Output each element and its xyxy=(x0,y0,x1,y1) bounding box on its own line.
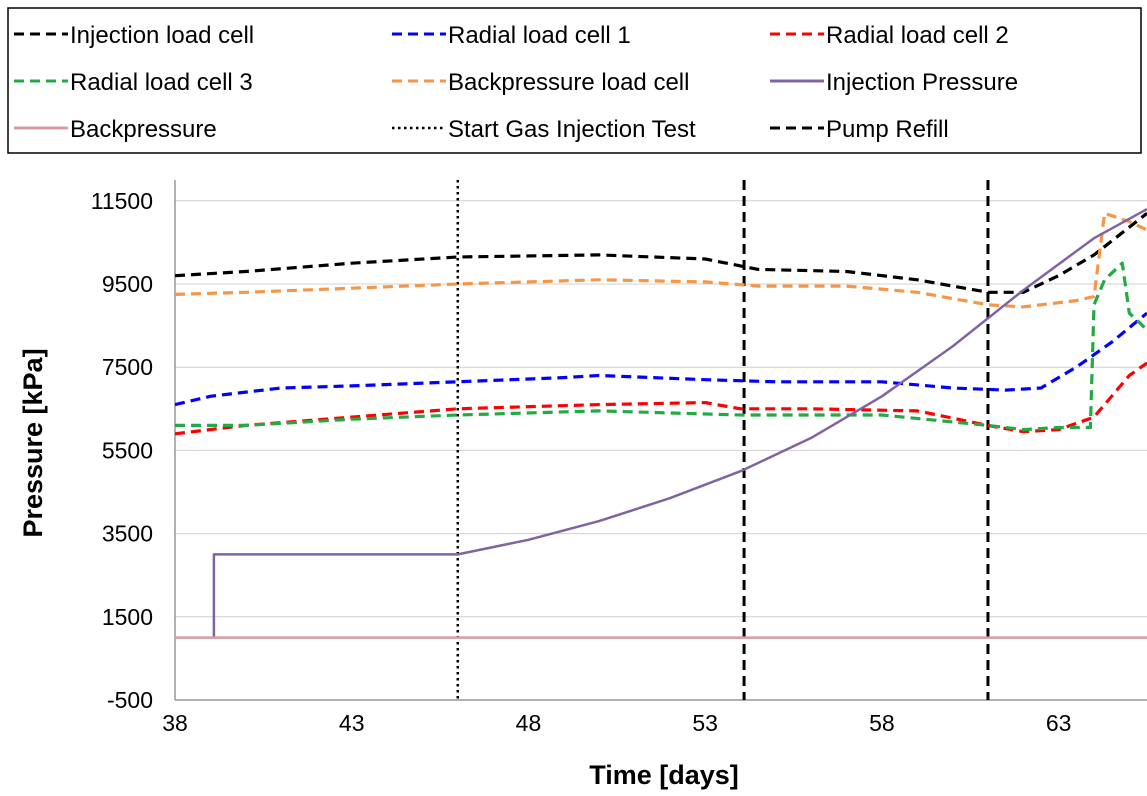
series xyxy=(175,208,1147,639)
series-radial-load-cell-1 xyxy=(175,311,1147,407)
axes xyxy=(174,180,1147,701)
y-tick-label: 9500 xyxy=(102,271,153,297)
x-tick-label: 53 xyxy=(692,710,718,736)
series-injection-pressure xyxy=(212,208,1147,638)
y-tick-label: -500 xyxy=(107,687,153,713)
y-axis-title: Pressure [kPa] xyxy=(18,348,48,537)
series-backpressure-load-cell xyxy=(175,211,1147,309)
y-tick-label: 7500 xyxy=(102,354,153,380)
legend-label: Backpressure load cell xyxy=(448,69,689,96)
series-injection-load-cell xyxy=(175,212,1147,294)
legend-label: Radial load cell 2 xyxy=(826,22,1009,49)
x-tick-label: 38 xyxy=(162,710,188,736)
series-radial-load-cell-2 xyxy=(175,361,1147,436)
gridlines xyxy=(175,200,1147,701)
legend-label: Injection Pressure xyxy=(826,69,1018,96)
series-radial-load-cell-3 xyxy=(175,261,1147,432)
legend-label: Radial load cell 3 xyxy=(70,69,253,96)
y-tick-label: 3500 xyxy=(102,521,153,547)
vertical-markers xyxy=(456,180,990,700)
legend-label: Pump Refill xyxy=(826,116,949,143)
legend-label: Backpressure xyxy=(70,116,217,143)
legend-label: Radial load cell 1 xyxy=(448,22,631,49)
legend-label: Start Gas Injection Test xyxy=(448,116,696,143)
legend-label: Injection load cell xyxy=(70,22,254,49)
x-axis-title: Time [days] xyxy=(589,760,739,790)
x-tick-label: 58 xyxy=(869,710,895,736)
legend: Injection load cell Radial load cell 1 Rad… xyxy=(14,22,1018,143)
x-tick-label: 63 xyxy=(1046,710,1072,736)
x-tick-label: 48 xyxy=(516,710,542,736)
y-tick-label: 1500 xyxy=(102,604,153,630)
tick-labels: -500 1500 3500 5500 7500 9500 11500 38 43 48 53 58 6… xyxy=(91,188,1072,736)
y-tick-label: 11500 xyxy=(91,188,153,214)
legend-box xyxy=(7,7,1142,154)
x-tick-label: 43 xyxy=(339,710,365,736)
y-tick-label: 5500 xyxy=(102,437,153,463)
